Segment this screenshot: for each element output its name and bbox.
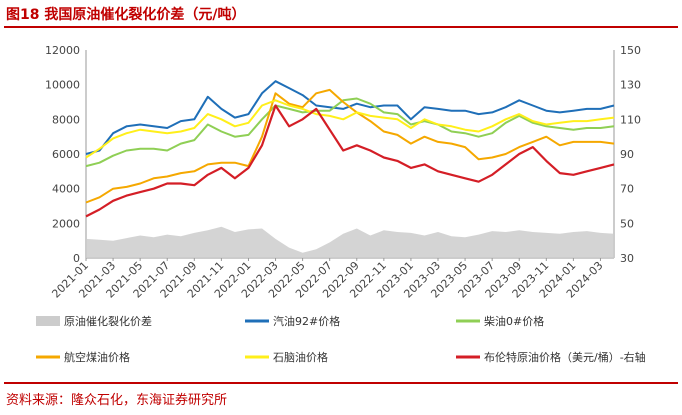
legend-swatch-area bbox=[36, 316, 60, 326]
footer-rule bbox=[4, 382, 678, 384]
legend-label: 汽油92#价格 bbox=[273, 314, 340, 328]
left-tick-label: 10000 bbox=[45, 79, 80, 92]
chart-canvas: 0 2000 4000 6000 8000 10000 12000 30 50 70 90 110 13… bbox=[36, 44, 646, 364]
legend-label: 柴油0#价格 bbox=[484, 314, 544, 328]
right-tick-label: 110 bbox=[620, 113, 641, 126]
legend-label: 石脑油价格 bbox=[273, 350, 328, 364]
legend-label: 布伦特原油价格（美元/桶）-右轴 bbox=[484, 350, 646, 364]
right-tick-label: 70 bbox=[620, 183, 634, 196]
series-line-4 bbox=[85, 99, 615, 159]
left-tick-label: 6000 bbox=[52, 148, 80, 161]
legend-label: 航空煤油价格 bbox=[64, 350, 130, 364]
series-line-2 bbox=[85, 97, 615, 168]
left-tick-label: 12000 bbox=[45, 44, 80, 57]
left-tick-label: 4000 bbox=[52, 183, 80, 196]
right-tick-label: 50 bbox=[620, 217, 634, 230]
right-tick-label: 150 bbox=[620, 44, 641, 57]
title-rule bbox=[4, 26, 678, 28]
series-line-1 bbox=[85, 80, 615, 155]
series-area-spread bbox=[86, 226, 614, 258]
right-tick-label: 130 bbox=[620, 79, 641, 92]
left-tick-label: 0 bbox=[73, 252, 80, 265]
left-tick-label: 2000 bbox=[52, 217, 80, 230]
right-tick-label: 90 bbox=[620, 148, 634, 161]
source-note: 资料来源：隆众石化，东海证券研究所 bbox=[6, 393, 228, 408]
legend-label: 原油催化裂化价差 bbox=[64, 314, 152, 328]
left-tick-label: 8000 bbox=[52, 113, 80, 126]
series-line-3 bbox=[85, 88, 615, 204]
series-line-5 bbox=[85, 104, 615, 218]
chart-title: 图18 我国原油催化裂化价差（元/吨） bbox=[6, 7, 246, 23]
right-tick-label: 30 bbox=[620, 252, 634, 265]
